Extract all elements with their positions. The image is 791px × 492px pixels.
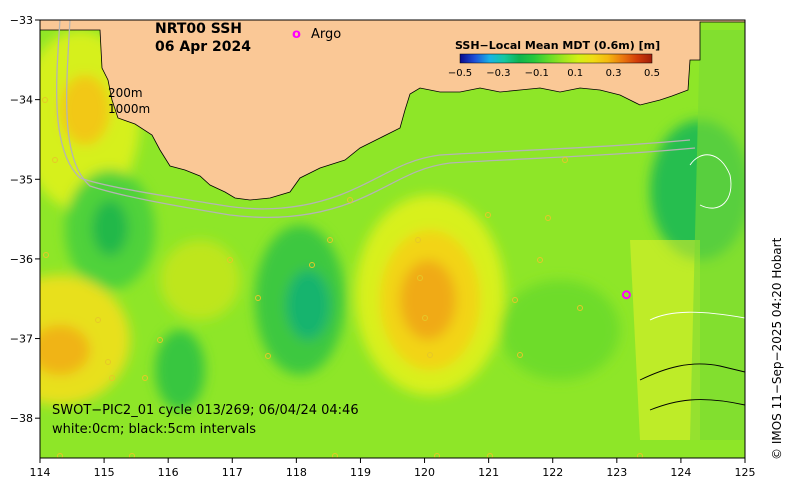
x-tick-label: 114 — [30, 466, 51, 479]
obs-marker — [637, 453, 643, 458]
colorbar-ticks: −0.5 −0.3 −0.1 0.1 0.3 0.5 — [448, 68, 660, 79]
swot-contour-black-1 — [639, 363, 745, 381]
ssh-high-central-core — [400, 260, 456, 340]
x-tick-label: 121 — [478, 466, 499, 479]
ssh-high-west-core — [60, 75, 110, 145]
obs-marker — [487, 453, 493, 458]
y-tick-label: −34 — [10, 94, 33, 107]
obs-marker — [577, 305, 583, 311]
swot-contour-white-1 — [689, 154, 732, 209]
colorbar-title: SSH−Local Mean MDT (0.6m) [m] — [455, 39, 660, 52]
obs-marker — [427, 352, 433, 358]
argo-legend-label: Argo — [311, 27, 341, 42]
colorbar: SSH−Local Mean MDT (0.6m) [m] −0.5 −0.3 −0… — [448, 39, 660, 79]
obs-marker — [309, 262, 315, 268]
x-tick-label: 118 — [286, 466, 307, 479]
swot-note-line2: white:0cm; black:5cm intervals — [52, 422, 256, 437]
obs-marker — [265, 353, 271, 359]
obs-marker — [417, 275, 423, 281]
obs-marker — [129, 453, 135, 458]
x-tick-label: 119 — [350, 466, 371, 479]
obs-marker — [537, 257, 543, 263]
credit-text: © IMOS 11−Sep−2025 04:20 Hobart — [770, 237, 784, 460]
isobath-200m-label: 200m — [108, 86, 143, 100]
y-tick-label: −33 — [10, 14, 33, 27]
swot-note-line1: SWOT−PIC2_01 cycle 013/269; 06/04/24 04:… — [52, 403, 359, 418]
obs-marker — [105, 359, 111, 365]
obs-marker — [485, 212, 491, 218]
obs-marker — [347, 197, 353, 203]
obs-marker — [142, 375, 148, 381]
obs-marker — [42, 97, 48, 103]
x-tick-label: 120 — [414, 466, 435, 479]
obs-marker — [434, 453, 440, 458]
plot-area: 200m 1000m — [40, 20, 745, 458]
x-tick-label: 117 — [222, 466, 243, 479]
colorbar-tick-label: 0.1 — [567, 68, 583, 79]
swot-swath-band — [630, 240, 700, 440]
x-tick-label: 123 — [606, 466, 627, 479]
obs-marker — [422, 315, 428, 321]
obs-marker — [255, 295, 261, 301]
obs-marker — [43, 252, 49, 258]
y-tick-label: −36 — [10, 253, 33, 266]
obs-marker — [157, 337, 163, 343]
y-axis: −33 −34 −35 −36 −37 −38 — [10, 14, 40, 425]
argo-legend-marker: o — [292, 27, 301, 42]
obs-marker — [327, 237, 333, 243]
isobath-1000m — [66, 20, 696, 219]
swot-contour-white-2 — [649, 311, 745, 321]
swot-swath-band-east — [690, 30, 745, 440]
obs-marker — [562, 157, 568, 163]
colorbar-bar — [459, 53, 653, 64]
y-tick-label: −38 — [10, 412, 33, 425]
x-tick-label: 124 — [670, 466, 691, 479]
obs-marker — [517, 352, 523, 358]
ssh-low-central-core — [286, 270, 330, 340]
ssh-low-south — [155, 330, 205, 410]
x-tick-label: 115 — [94, 466, 115, 479]
plot-frame — [39, 19, 746, 459]
x-axis: 114 115 116 117 118 119 120 121 122 123 124 125 — [30, 458, 756, 479]
ssh-mid-west — [160, 240, 240, 320]
colorbar-tick-label: −0.3 — [486, 68, 510, 79]
obs-marker — [545, 215, 551, 221]
argo-float-marker — [621, 290, 631, 300]
obs-marker — [415, 237, 421, 243]
obs-marker — [57, 453, 63, 458]
obs-marker — [332, 453, 338, 458]
colorbar-tick-label: −0.1 — [525, 68, 549, 79]
obs-marker — [512, 297, 518, 303]
ssh-field-east — [500, 280, 620, 380]
isobath-1000m-label: 1000m — [108, 102, 150, 116]
obs-marker — [227, 257, 233, 263]
ssh-low-west-core — [92, 200, 128, 256]
colorbar-tick-label: 0.3 — [606, 68, 622, 79]
observation-markers — [42, 97, 643, 458]
map-date: 06 Apr 2024 — [155, 39, 251, 55]
land-australia — [40, 20, 745, 201]
swot-swath — [630, 30, 745, 440]
ssh-high-southwest-core — [40, 325, 90, 375]
swot-contour-black-2 — [649, 399, 745, 411]
colorbar-tick-label: −0.5 — [448, 68, 472, 79]
y-tick-label: −37 — [10, 333, 33, 346]
x-tick-label: 125 — [735, 466, 756, 479]
product-title: NRT00 SSH — [155, 21, 242, 37]
obs-marker — [52, 157, 58, 163]
x-tick-label: 122 — [542, 466, 563, 479]
obs-marker — [109, 375, 115, 381]
obs-marker — [95, 317, 101, 323]
isobath-200m — [56, 20, 691, 210]
x-tick-label: 116 — [158, 466, 179, 479]
y-tick-label: −35 — [10, 173, 33, 186]
colorbar-tick-label: 0.5 — [644, 68, 660, 79]
